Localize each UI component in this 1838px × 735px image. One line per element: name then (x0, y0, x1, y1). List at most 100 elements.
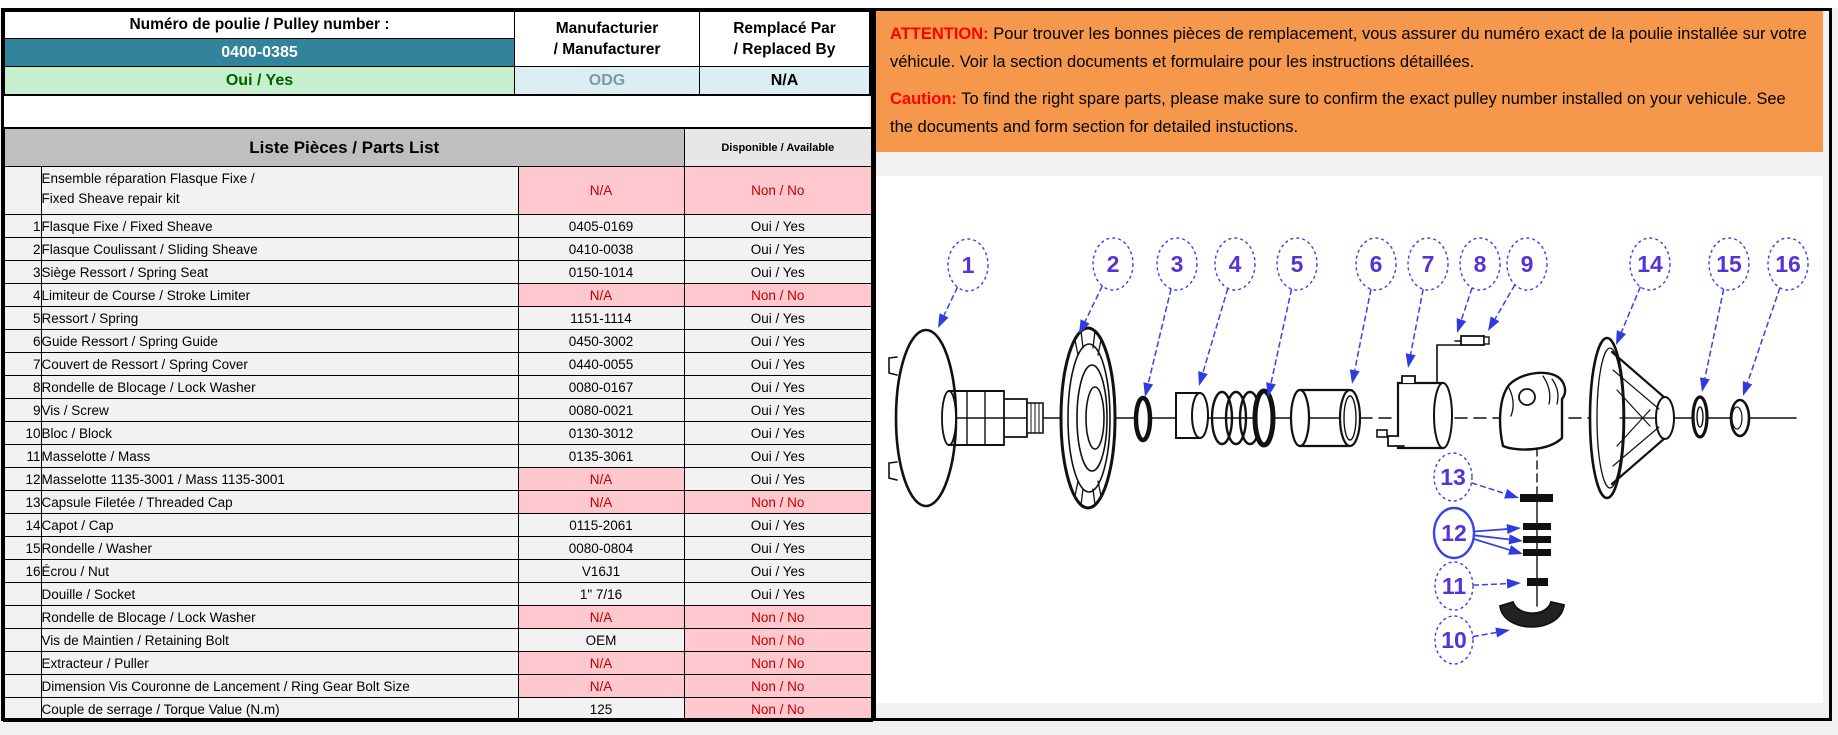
availability-cell: Non / No (683, 166, 873, 215)
part-number-cell: 0080-0804 (517, 536, 685, 560)
callout-leader-line (1354, 289, 1372, 371)
table-row: Vis de Maintien / Retaining Bolt OEM Non /… (3, 628, 873, 652)
callout-leader-line (1270, 288, 1293, 384)
table-row: 16 Écrou / Nut V16J1 Oui / Yes (3, 559, 873, 583)
parts-table-body: Ensemble réparation Flasque Fixe / Fixed … (3, 166, 873, 722)
table-row: 7 Couvert de Ressort / Spring Cover 0440-0… (3, 352, 873, 376)
callout-number: 15 (1716, 251, 1742, 277)
row-number-cell: 13 (3, 490, 42, 514)
callout-arrowhead (1143, 382, 1154, 397)
part-description-cell: Vis / Screw (40, 398, 519, 422)
table-row: 15 Rondelle / Washer 0080-0804 Oui / Yes (3, 536, 873, 560)
availability-cell: Oui / Yes (683, 513, 873, 537)
callout-circle (1214, 237, 1256, 291)
callout-circle (947, 238, 989, 292)
part-description-cell: Rondelle de Blocage / Lock Washer (40, 375, 519, 399)
callout-number: 11 (1442, 573, 1467, 599)
availability-cell: Oui / Yes (683, 260, 873, 284)
callout-arrowhead (1405, 353, 1416, 368)
availability-cell: Oui / Yes (683, 306, 873, 330)
pulley-available-value: Oui / Yes (3, 66, 515, 96)
table-row: 6 Guide Ressort / Spring Guide 0450-3002 Ou… (3, 329, 873, 353)
mass-ramp-part (1498, 371, 1567, 451)
callout-number: 13 (1440, 464, 1466, 490)
table-row: 1 Flasque Fixe / Fixed Sheave 0405-0169 Oui… (3, 214, 873, 238)
diagram-callout: 13 (1433, 452, 1519, 502)
callout-circle (1629, 237, 1671, 291)
row-number-cell: 14 (3, 513, 42, 537)
part-description-cell: Flasque Fixe / Fixed Sheave (40, 214, 519, 238)
availability-cell: Oui / Yes (683, 329, 873, 353)
diagram-callout: 15 (1699, 237, 1750, 392)
caution-paragraph: Caution: To find the right spare parts, … (890, 85, 1809, 141)
diagram-callout: 16 (1742, 237, 1809, 396)
table-row: 13 Capsule Filetée / Threaded Cap N/A Non /… (3, 490, 873, 514)
part-description-cell: Capot / Cap (40, 513, 519, 537)
callout-leader-line (1494, 284, 1516, 320)
manufacturer-label-line1: Manufacturier (555, 20, 659, 37)
manufacturer-label-line2: / Manufacturer (553, 41, 661, 58)
attention-label: ATTENTION: (890, 25, 989, 43)
row-number-cell (3, 628, 42, 652)
part-number-cell: 125 (517, 697, 685, 722)
part-number-cell: N/A (517, 490, 685, 514)
spring-part (1210, 388, 1276, 448)
availability-cell: Oui / Yes (683, 444, 873, 468)
section-divider (871, 8, 876, 721)
callout-leader-line (1472, 582, 1508, 586)
callout-number: 7 (1422, 251, 1435, 277)
pulley-number-label: Numéro de poulie / Pulley number : (3, 10, 515, 39)
table-row: 4 Limiteur de Course / Stroke Limiter N/A N… (3, 283, 873, 307)
callout-leader-line (1473, 528, 1508, 533)
availability-cell: Oui / Yes (683, 214, 873, 238)
callout-circle (1355, 237, 1397, 291)
table-row: 12 Masselotte 1135-3001 / Mass 1135-3001 N… (3, 467, 873, 491)
callout-circle (1434, 615, 1474, 665)
part-description-line2: Fixed Sheave repair kit (41, 191, 180, 206)
callout-arrowhead (1616, 330, 1627, 345)
callout-leader-line (1472, 631, 1497, 638)
callout-leader-line (1473, 534, 1510, 541)
row-number-cell: 3 (3, 260, 42, 284)
table-row: Couple de serrage / Torque Value (N.m) 12… (3, 697, 873, 722)
table-row: Dimension Vis Couronne de Lancement / Ri… (3, 674, 873, 698)
part-description-cell: Couvert de Ressort / Spring Cover (40, 352, 519, 376)
part-number-cell: 1151-1114 (517, 306, 685, 330)
row-number-cell: 8 (3, 375, 42, 399)
part-number-cell: 0440-0055 (517, 352, 685, 376)
availability-cell: Non / No (683, 283, 873, 307)
retaining-cup-part (1498, 600, 1566, 628)
callout-arrowhead (1495, 627, 1510, 638)
part-number-cell: V16J1 (517, 559, 685, 583)
callout-leader-line (1460, 287, 1473, 320)
washer-stack-part (1520, 447, 1553, 607)
attention-text: Pour trouver les bonnes pièces de rempla… (890, 25, 1807, 71)
callout-circle (1506, 237, 1548, 291)
top-margin (0, 0, 1838, 8)
availability-cell: Oui / Yes (683, 467, 873, 491)
diagram-callout: 4 (1198, 237, 1256, 386)
caution-text: To find the right spare parts, please ma… (890, 90, 1786, 136)
manufacturer-value: ODG (514, 66, 700, 96)
row-number-cell (3, 605, 42, 629)
cap-part (1588, 336, 1675, 500)
row-number-cell (3, 651, 42, 675)
table-row: Extracteur / Puller N/A Non / No (3, 651, 873, 675)
availability-cell: Non / No (683, 605, 873, 629)
part-description-cell: Dimension Vis Couronne de Lancement / Ri… (40, 674, 519, 698)
table-row: 5 Ressort / Spring 1151-1114 Oui / Yes (3, 306, 873, 330)
availability-cell: Oui / Yes (683, 237, 873, 261)
part-number-cell: N/A (517, 651, 685, 675)
part-number-cell: N/A (517, 166, 685, 215)
callout-circle (1708, 237, 1750, 291)
row-number-cell: 15 (3, 536, 42, 560)
callout-number: 16 (1775, 251, 1801, 277)
callout-leader-line (1704, 288, 1725, 379)
callout-arrowhead (1266, 382, 1276, 397)
table-row: 0400-0385 (3, 38, 870, 67)
callout-number: 9 (1521, 251, 1534, 277)
availability-cell: Oui / Yes (683, 582, 873, 606)
row-number-cell: 4 (3, 283, 42, 307)
callout-arrowhead (1504, 488, 1519, 499)
pin-part (1454, 335, 1490, 346)
